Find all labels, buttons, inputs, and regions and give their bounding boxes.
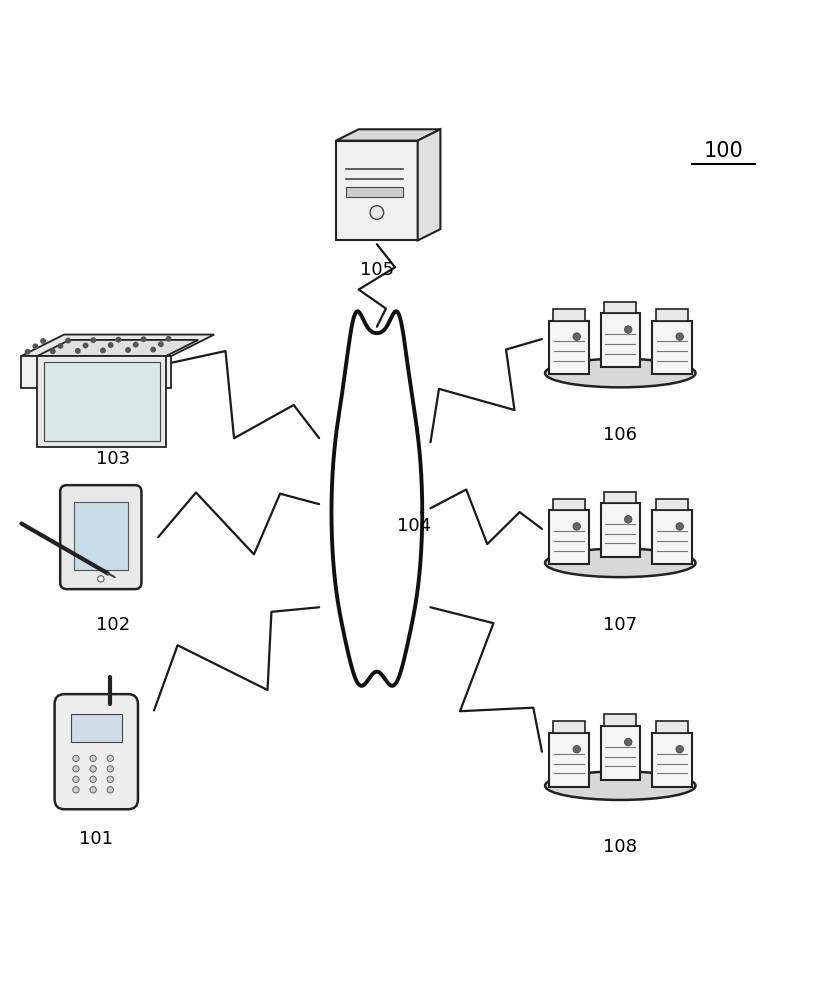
Circle shape [107,766,113,772]
Bar [600,726,639,780]
Circle shape [108,342,113,348]
Bar [548,510,588,564]
Bar [346,187,403,197]
Circle shape [107,776,113,783]
Bar [651,321,691,374]
Circle shape [73,787,79,793]
Polygon shape [22,356,171,388]
Bar [552,499,584,510]
Bar [604,302,635,313]
Circle shape [675,746,682,753]
Circle shape [83,343,88,348]
Circle shape [40,338,46,344]
Circle shape [74,348,81,354]
Circle shape [90,337,96,343]
Bar [552,721,584,733]
Circle shape [57,343,64,349]
Circle shape [624,326,631,333]
Circle shape [90,755,96,762]
FancyBboxPatch shape [60,485,141,589]
Text: 102: 102 [96,616,130,634]
Circle shape [25,349,31,355]
Polygon shape [22,335,214,356]
Bar [604,492,635,503]
Text: 100: 100 [703,141,743,161]
Circle shape [572,523,580,530]
Polygon shape [331,311,422,686]
Circle shape [125,347,131,353]
Circle shape [675,523,682,530]
Ellipse shape [544,549,695,577]
Circle shape [675,333,682,340]
Polygon shape [417,129,440,240]
Circle shape [50,348,55,354]
Circle shape [90,787,96,793]
Bar [336,141,417,240]
Text: 107: 107 [603,616,637,634]
Circle shape [572,333,580,340]
Bar [74,502,128,570]
Circle shape [90,776,96,783]
Bar [655,499,686,510]
Bar [655,721,686,733]
Circle shape [100,347,106,353]
Circle shape [141,336,146,342]
Circle shape [73,776,79,783]
FancyBboxPatch shape [55,694,138,809]
Ellipse shape [544,359,695,387]
Bar [71,714,122,742]
Bar [604,714,635,726]
Circle shape [572,746,580,753]
Circle shape [150,347,156,353]
Circle shape [115,337,122,343]
Bar [651,510,691,564]
Circle shape [73,766,79,772]
Circle shape [165,336,171,342]
Text: 106: 106 [603,426,637,444]
Bar [600,313,639,367]
Circle shape [107,787,113,793]
Circle shape [90,766,96,772]
Bar [655,309,686,321]
Circle shape [370,206,383,219]
Polygon shape [336,129,440,141]
Bar [548,733,588,787]
Text: 103: 103 [96,450,130,468]
Text: 104: 104 [396,517,431,535]
Bar [548,321,588,374]
Circle shape [132,342,139,348]
Circle shape [65,338,71,344]
Ellipse shape [544,771,695,800]
Bar [600,503,639,557]
Text: 108: 108 [603,838,637,856]
Polygon shape [37,356,166,447]
Circle shape [32,343,38,349]
Bar [552,309,584,321]
Circle shape [73,755,79,762]
Circle shape [624,516,631,523]
Bar [651,733,691,787]
Text: 101: 101 [79,830,113,848]
Circle shape [158,341,164,347]
Polygon shape [37,340,198,356]
Polygon shape [44,362,160,441]
Circle shape [98,576,104,582]
Circle shape [624,738,631,746]
Circle shape [107,755,113,762]
Text: 105: 105 [360,261,394,279]
